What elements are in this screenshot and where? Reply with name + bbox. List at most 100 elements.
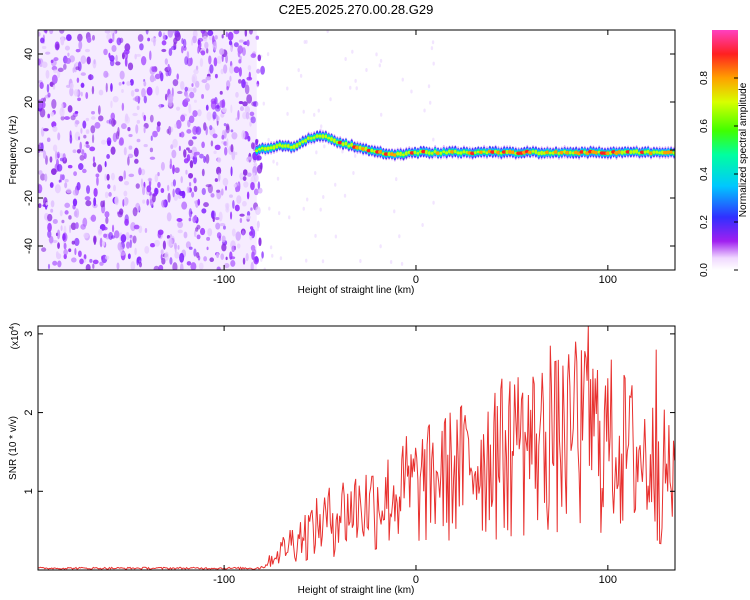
noise-blob [252, 172, 256, 177]
ridge-segment [660, 150, 665, 155]
noise-blob [79, 141, 82, 151]
ridge-segment [301, 140, 305, 144]
noise-blob [57, 132, 61, 141]
ridge-peak [478, 150, 484, 155]
ridge-segment [263, 146, 267, 151]
noise-blob [67, 105, 73, 113]
noise-blob [63, 242, 67, 250]
noise-blob [226, 86, 229, 91]
noise-blob [76, 181, 81, 191]
noise-blob [108, 192, 112, 197]
noise-blob [193, 185, 198, 193]
colorbar-label: Normalized spectral amplitude [738, 82, 749, 217]
noise-blob [233, 66, 240, 74]
noise-blob [134, 88, 140, 93]
snr-line [38, 326, 675, 570]
noise-blob [100, 200, 105, 208]
ridge-peak [421, 149, 427, 154]
noise-blob [92, 235, 97, 244]
noise-blob [106, 137, 112, 145]
ridge-segment [327, 136, 331, 140]
noise-speckle [359, 259, 362, 264]
noise-blob [199, 58, 204, 67]
noise-blob [92, 259, 99, 265]
noise-blob [47, 222, 52, 233]
noise-blob [111, 44, 117, 53]
noise-blob [79, 154, 85, 161]
noise-blob [51, 168, 57, 175]
noise-blob [161, 48, 167, 53]
noise-blob [152, 130, 158, 138]
noise-blob [178, 145, 181, 151]
noise-blob [172, 30, 176, 34]
noise-speckle [432, 200, 435, 205]
noise-blob [98, 115, 104, 122]
noise-blob [176, 218, 183, 223]
noise-blob [220, 188, 224, 196]
noise-blob [261, 251, 264, 259]
noise-blob [193, 177, 197, 184]
noise-blob [192, 155, 198, 165]
noise-speckle [354, 78, 357, 83]
noise-blob [106, 33, 112, 40]
noise-blob [205, 104, 209, 111]
ridge-peak [383, 152, 389, 156]
noise-blob [114, 196, 119, 206]
noise-blob [170, 45, 177, 51]
noise-blob [244, 105, 251, 114]
noise-blob [189, 160, 194, 169]
noise-blob [89, 74, 92, 81]
noise-blob [120, 234, 127, 243]
noise-blob [189, 91, 195, 99]
noise-blob [75, 49, 80, 53]
noise-blob [188, 208, 193, 218]
noise-blob [132, 112, 138, 117]
noise-blob [203, 155, 207, 164]
noise-blob [85, 141, 89, 145]
noise-blob [167, 30, 174, 38]
noise-blob [168, 48, 173, 57]
noise-blob [205, 76, 212, 81]
ridge-segment [629, 150, 633, 155]
noise-blob [183, 158, 189, 164]
noise-speckle [353, 153, 357, 158]
noise-blob [119, 251, 126, 256]
noise-blob [140, 168, 146, 176]
ridge-segment [292, 144, 296, 149]
noise-blob [250, 261, 254, 270]
noise-blob [121, 123, 127, 130]
noise-blob [107, 184, 111, 189]
noise-blob [105, 216, 109, 225]
noise-blob [79, 258, 84, 265]
snr-y-multiplier-close: ) [10, 323, 21, 326]
ridge-peak [527, 150, 533, 155]
ridge-segment [534, 149, 538, 154]
noise-blob [214, 144, 221, 151]
noise-blob [223, 64, 228, 74]
noise-blob [167, 184, 170, 192]
noise-blob [185, 169, 188, 175]
noise-blob [99, 237, 103, 248]
noise-blob [242, 176, 247, 182]
y-tick-label: -40 [23, 238, 35, 254]
noise-blob [38, 144, 41, 154]
svg-text:(x104): (x104) [9, 323, 21, 350]
noise-blob [170, 144, 174, 150]
noise-blob [201, 94, 205, 99]
noise-blob [216, 266, 221, 270]
snr-x-label: Height of straight line (km) [298, 585, 415, 596]
noise-blob [83, 254, 87, 260]
noise-blob [127, 153, 134, 159]
noise-blob [201, 187, 206, 196]
noise-blob [85, 200, 92, 207]
noise-blob [73, 171, 77, 177]
noise-speckle [286, 111, 289, 116]
noise-blob [134, 247, 137, 256]
noise-blob [193, 229, 197, 238]
noise-blob [104, 173, 108, 182]
noise-blob [110, 112, 116, 121]
noise-blob [214, 73, 218, 79]
noise-blob [174, 32, 181, 41]
noise-blob [168, 125, 172, 136]
noise-blob [188, 217, 192, 222]
